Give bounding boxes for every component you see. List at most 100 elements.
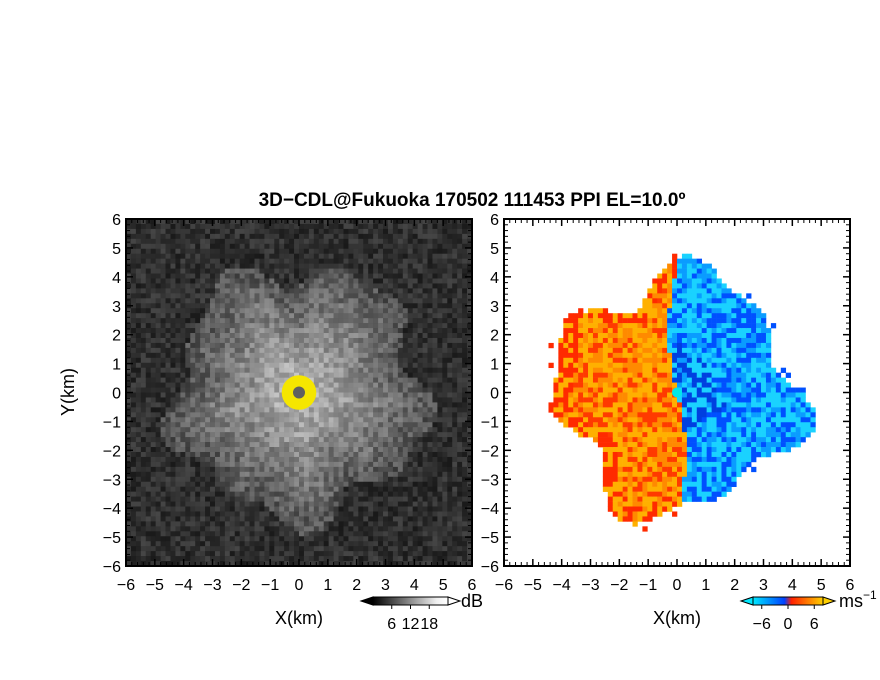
reflectivity-cell <box>318 273 325 279</box>
reflectivity-cell <box>303 337 310 344</box>
reflectivity-cell <box>175 258 181 264</box>
reflectivity-cell <box>160 471 166 478</box>
reflectivity-cell <box>318 481 325 487</box>
reflectivity-cell <box>200 328 206 334</box>
reflectivity-cell <box>249 337 255 344</box>
reflectivity-cell <box>140 476 147 483</box>
reflectivity-cell <box>180 328 186 334</box>
reflectivity-cell <box>368 238 374 245</box>
reflectivity-cell <box>412 392 418 398</box>
reflectivity-cell <box>244 422 250 428</box>
reflectivity-cell <box>318 402 325 408</box>
reflectivity-cell <box>190 238 196 245</box>
reflectivity-cell <box>170 481 176 487</box>
reflectivity-cell <box>328 293 334 299</box>
reflectivity-cell <box>135 268 142 274</box>
reflectivity-cell <box>303 456 310 463</box>
reflectivity-cell <box>363 278 369 284</box>
reflectivity-cell <box>299 362 305 369</box>
reflectivity-cell <box>219 303 226 309</box>
reflectivity-cell <box>412 352 418 359</box>
reflectivity-cell <box>140 417 147 423</box>
reflectivity-cell <box>210 273 216 279</box>
reflectivity-cell <box>269 546 275 552</box>
reflectivity-cell <box>407 506 413 512</box>
reflectivity-cell <box>378 501 384 507</box>
reflectivity-cell <box>269 412 275 418</box>
reflectivity-cell <box>165 382 171 388</box>
reflectivity-cell <box>254 367 260 373</box>
reflectivity-cell <box>269 313 275 319</box>
reflectivity-cell <box>299 511 305 517</box>
reflectivity-cell <box>160 288 166 294</box>
reflectivity-cell <box>200 337 206 344</box>
reflectivity-cell <box>170 556 176 562</box>
reflectivity-cell <box>378 273 384 279</box>
reflectivity-cell <box>338 377 344 383</box>
reflectivity-cell <box>219 466 226 473</box>
reflectivity-cell <box>224 333 231 339</box>
reflectivity-cell <box>397 546 404 552</box>
reflectivity-cell <box>264 397 270 403</box>
reflectivity-cell <box>140 253 147 259</box>
reflectivity-cell <box>338 337 344 344</box>
reflectivity-cell <box>289 451 295 458</box>
reflectivity-cell <box>160 303 166 309</box>
reflectivity-cell <box>397 526 404 532</box>
reflectivity-cell <box>467 219 473 225</box>
reflectivity-cell <box>185 382 191 388</box>
reflectivity-cell <box>180 422 186 428</box>
reflectivity-cell <box>452 263 458 269</box>
reflectivity-cell <box>140 451 147 458</box>
reflectivity-cell <box>432 412 438 418</box>
reflectivity-cell <box>452 491 458 497</box>
reflectivity-cell <box>328 471 334 478</box>
reflectivity-cell <box>170 442 176 448</box>
reflectivity-cell <box>383 263 389 269</box>
reflectivity-cell <box>155 521 161 527</box>
reflectivity-cell <box>160 228 166 235</box>
reflectivity-cell <box>412 258 418 264</box>
reflectivity-cell <box>130 541 137 547</box>
reflectivity-cell <box>264 476 270 483</box>
reflectivity-cell <box>358 461 364 468</box>
reflectivity-cell <box>323 551 329 557</box>
reflectivity-cell <box>392 402 399 408</box>
reflectivity-cell <box>318 268 325 274</box>
reflectivity-cell <box>452 546 458 552</box>
reflectivity-cell <box>397 228 404 235</box>
reflectivity-cell <box>452 362 458 369</box>
reflectivity-cell <box>397 253 404 259</box>
reflectivity-cell <box>467 437 473 443</box>
reflectivity-cell <box>284 471 290 478</box>
reflectivity-cell <box>175 422 181 428</box>
reflectivity-cell <box>205 486 211 492</box>
reflectivity-cell <box>160 392 166 398</box>
reflectivity-cell <box>229 298 236 304</box>
reflectivity-cell <box>383 546 389 552</box>
reflectivity-cell <box>195 407 201 413</box>
reflectivity-cell <box>155 496 161 502</box>
reflectivity-cell <box>313 347 320 354</box>
reflectivity-cell <box>333 328 339 334</box>
reflectivity-cell <box>219 471 226 478</box>
reflectivity-cell <box>368 387 374 393</box>
reflectivity-cell <box>185 278 191 284</box>
reflectivity-cell <box>373 228 379 235</box>
reflectivity-cell <box>130 536 137 542</box>
reflectivity-cell <box>254 526 260 532</box>
reflectivity-cell <box>333 407 339 413</box>
reflectivity-cell <box>378 402 384 408</box>
reflectivity-cell <box>387 536 394 542</box>
reflectivity-cell <box>150 308 156 314</box>
reflectivity-cell <box>333 367 339 373</box>
reflectivity-cell <box>318 278 325 284</box>
reflectivity-cell <box>442 377 448 383</box>
reflectivity-cell <box>383 352 389 359</box>
reflectivity-cell <box>437 333 443 339</box>
reflectivity-cell <box>462 372 468 378</box>
reflectivity-cell <box>140 397 147 403</box>
reflectivity-cell <box>422 313 428 319</box>
x-tick-label: −2 <box>232 577 250 594</box>
reflectivity-cell <box>170 526 176 532</box>
